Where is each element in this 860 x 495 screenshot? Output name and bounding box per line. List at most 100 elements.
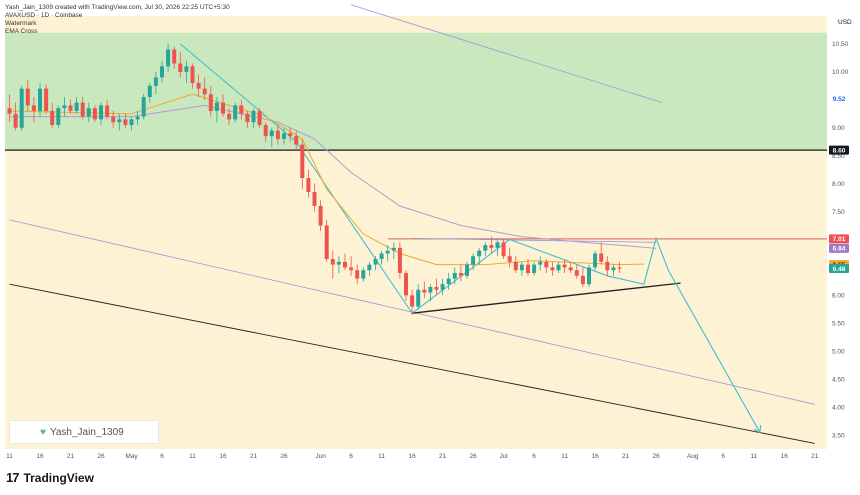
candle: [56, 105, 61, 128]
candle: [92, 105, 97, 123]
price-tick-label: 5.00: [832, 349, 845, 356]
time-tick-label: 11: [189, 453, 196, 460]
candle: [306, 169, 311, 198]
candle-body: [50, 110, 55, 125]
candle: [538, 256, 543, 271]
candle-body: [288, 133, 293, 137]
candle: [391, 242, 396, 260]
candle-body: [221, 102, 225, 114]
time-tick-label: 6: [349, 453, 353, 460]
candle-body: [343, 261, 347, 268]
candle: [336, 256, 341, 274]
time-tick-label: 16: [36, 453, 44, 460]
candle: [227, 108, 232, 125]
candle-body: [458, 273, 463, 276]
time-tick-label: 6: [721, 453, 725, 460]
candle-body: [105, 105, 110, 117]
time-tick-label: 6: [160, 453, 164, 460]
watermark-text: Yash_Jain_1309: [49, 426, 124, 438]
price-label-tag: 9.52: [829, 94, 849, 104]
price-axis[interactable]: USD10.5010.009.509.008.508.007.507.006.5…: [827, 0, 860, 462]
candle-body: [526, 264, 530, 274]
candle-body: [349, 267, 354, 271]
candle: [245, 110, 250, 128]
candle-body: [196, 83, 201, 89]
candle: [233, 102, 238, 123]
time-axis-background: [0, 449, 860, 463]
candle: [465, 261, 469, 279]
candle: [471, 253, 476, 271]
candle: [605, 256, 610, 276]
candle-body: [404, 273, 408, 296]
candle: [580, 267, 585, 287]
indicator-ema-cross[interactable]: EMA Cross: [5, 28, 38, 35]
time-tick-label: 21: [811, 453, 819, 460]
candle: [458, 264, 463, 282]
price-tick-label: 8.50: [832, 153, 845, 160]
candle-body: [86, 108, 91, 117]
price-label-tag: 7.01: [829, 234, 849, 244]
candle: [111, 110, 116, 128]
price-label-box: [829, 243, 849, 253]
candle-body: [56, 108, 61, 125]
candle-body: [330, 259, 335, 265]
candle: [410, 289, 415, 315]
candle-body: [361, 270, 366, 279]
footer-brand[interactable]: 17 TradingView: [6, 470, 94, 485]
candles: [7, 43, 622, 315]
time-axis[interactable]: 11 16 21 26 May 6 11 16 21 26 Jun 6 11 16 21 26 Jul 6 11 16…: [0, 449, 860, 463]
candle: [495, 239, 500, 257]
candle: [599, 242, 604, 265]
candle: [318, 200, 323, 232]
candle: [129, 116, 134, 131]
candle-body: [80, 102, 85, 117]
candle: [404, 270, 408, 301]
candle-body: [501, 242, 506, 257]
candle-body: [519, 264, 524, 271]
candle: [25, 80, 30, 111]
candle-body: [397, 247, 402, 274]
candle-body: [568, 267, 573, 271]
price-label-box: [829, 145, 849, 155]
candle-body: [227, 113, 232, 120]
candle: [617, 261, 622, 274]
candle-body: [556, 264, 561, 271]
candle: [434, 278, 439, 296]
candle: [532, 261, 537, 276]
candle-body: [306, 178, 311, 192]
candle-body: [184, 66, 189, 72]
candle: [440, 278, 445, 296]
candle-body: [111, 116, 116, 123]
candle: [50, 102, 55, 128]
time-tick-label: 11: [750, 453, 757, 460]
candle: [257, 108, 262, 128]
candle-body: [275, 130, 280, 139]
candle-body: [422, 289, 427, 293]
candle-body: [367, 264, 372, 271]
tradingview-logo-icon: 17: [6, 470, 20, 485]
candle-body: [538, 261, 543, 265]
candle-body: [446, 278, 451, 285]
time-tick-label: Aug: [687, 453, 699, 460]
candle: [544, 259, 549, 274]
symbol-line[interactable]: AVAXUSD · 1D · Coinbase: [5, 12, 83, 19]
channel-lower-line: [9, 283, 815, 444]
time-tick-label: May: [125, 453, 138, 460]
candle: [117, 113, 122, 131]
candle: [452, 267, 457, 285]
price-tick-label: 10.50: [832, 41, 849, 48]
time-tick-label: 16: [781, 453, 789, 460]
indicator-watermark[interactable]: Watermark: [5, 20, 37, 27]
time-tick-label: 21: [250, 453, 258, 460]
candle-body: [605, 261, 610, 271]
time-tick-label: 16: [219, 453, 227, 460]
candle: [477, 247, 482, 265]
price-tick-label: 9.00: [832, 125, 845, 132]
candle-body: [153, 77, 158, 86]
price-tick-label: 10.00: [832, 69, 849, 76]
candle-body: [318, 205, 323, 226]
candle: [74, 97, 79, 114]
candle: [202, 77, 207, 100]
candle: [172, 46, 177, 70]
